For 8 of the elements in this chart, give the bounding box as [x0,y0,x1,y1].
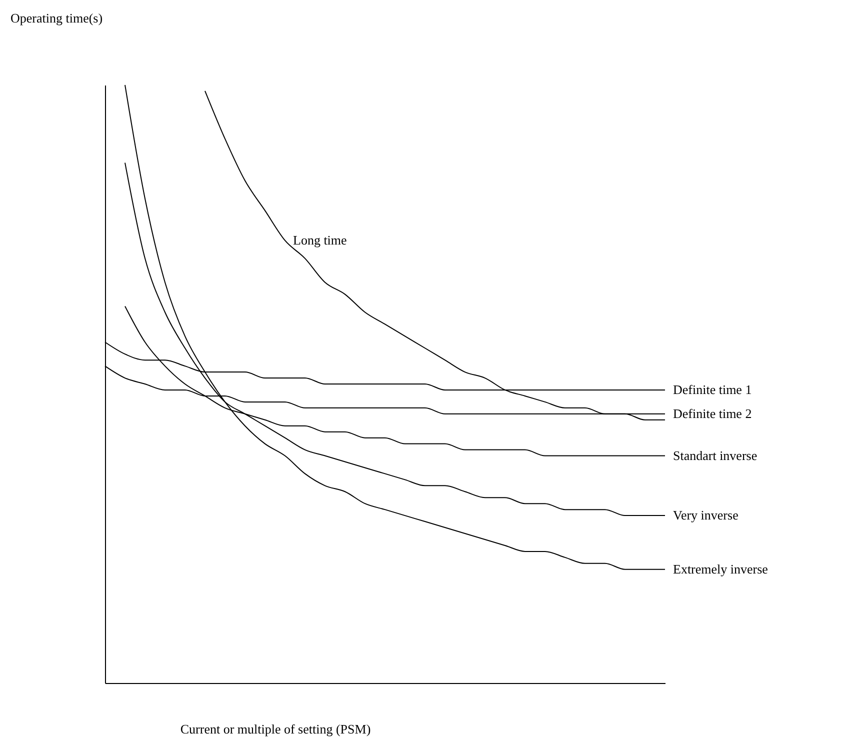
series-label: Very inverse [673,508,739,523]
series-label: Long time [293,232,348,248]
series-label: Definite time 2 [673,406,752,421]
series-label: Standart inverse [673,448,758,463]
series-label: Definite time 1 [673,382,752,397]
x-axis-title: Current or multiple of setting (PSM) [180,722,371,736]
y-axis-title: Operating time(s) [10,10,103,26]
series-label: Extremely inverse [673,561,768,576]
